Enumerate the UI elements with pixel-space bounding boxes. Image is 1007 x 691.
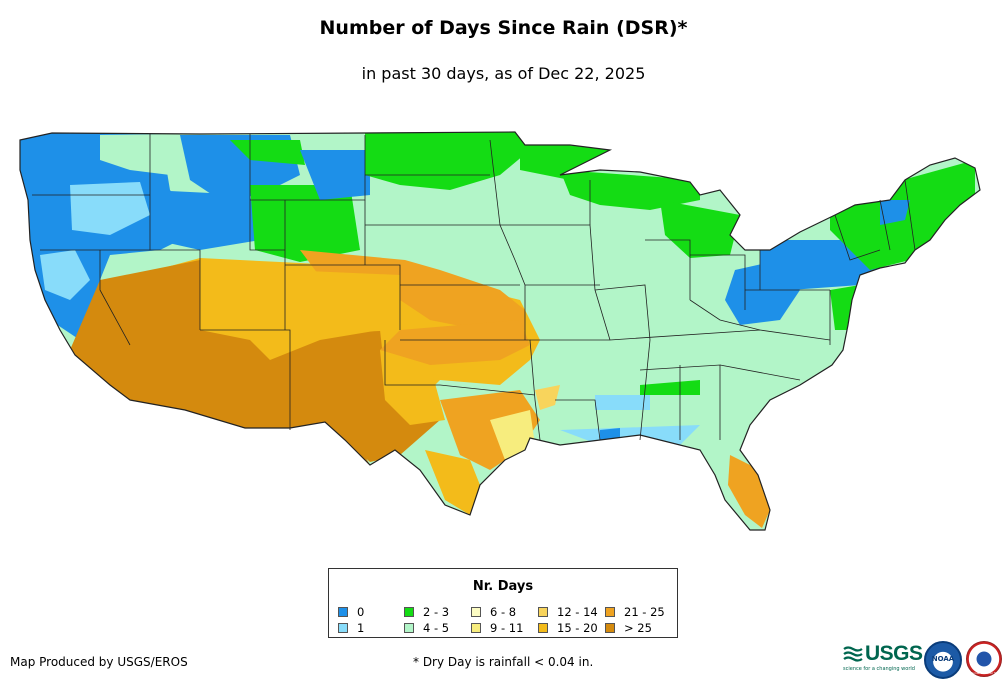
- legend-swatch-6: [538, 607, 548, 617]
- legend-item-15-20: 15 - 20: [538, 621, 598, 635]
- region-dsr-12-14-louisiana: [535, 385, 560, 410]
- legend-item-1: 1: [338, 621, 364, 635]
- region-dsr-2-3-michigan: [660, 200, 740, 258]
- legend-label-4: 6 - 8: [490, 605, 517, 619]
- region-dsr-1-gulf: [560, 425, 700, 445]
- legend-label-2: 2 - 3: [423, 605, 450, 619]
- legend-title: Nr. Days: [472, 579, 534, 594]
- legend-item-2-3: 2 - 3: [404, 605, 449, 619]
- region-dsr-0-ny: [760, 240, 880, 290]
- usgs-logo: USGS science for a changing world: [843, 642, 923, 672]
- legend-item-4-5: 4 - 5: [404, 621, 449, 635]
- region-dsr-2-3-montana: [230, 140, 305, 165]
- region-dsr-2-3-dakota: [365, 132, 530, 190]
- conus-dsr-map: [19, 131, 981, 531]
- region-dsr-0-emontana: [300, 150, 370, 200]
- region-dsr-21-25-oklahoma: [380, 320, 530, 365]
- legend-label-9: > 25: [624, 621, 652, 635]
- legend-label-6: 12 - 14: [557, 605, 598, 619]
- region-dsr-2-3-wyoming: [250, 185, 360, 262]
- map-subtitle: in past 30 days, as of Dec 22, 2025: [361, 64, 646, 83]
- legend-swatch-1: [338, 623, 348, 633]
- region-dsr-1-mississippi: [595, 395, 650, 410]
- region-dsr-gt25-sw: [70, 260, 390, 465]
- map-legend: Nr. Days 0 1 2 - 3 4 - 5 6 - 8 9 - 11 12…: [328, 568, 678, 638]
- legend-swatch-7: [538, 623, 548, 633]
- legend-item-21-25: 21 - 25: [605, 605, 665, 619]
- legend-swatch-9: [605, 623, 615, 633]
- legend-swatch-5: [471, 623, 481, 633]
- usgs-wave-icon: [843, 646, 863, 662]
- region-dsr-2-3-minn: [520, 140, 610, 180]
- legend-item-12-14: 12 - 14: [538, 605, 598, 619]
- region-dsr-0-idaho: [150, 190, 260, 250]
- dry-day-footnote: * Dry Day is rainfall < 0.04 in.: [413, 655, 594, 669]
- nws-logo: National Weather Service: [966, 641, 1002, 677]
- region-dsr-0-vermont: [880, 200, 910, 225]
- region-dsr-9-11-texas: [490, 410, 535, 460]
- legend-item-gt25: > 25: [605, 621, 652, 635]
- region-dsr-1-ncal: [40, 250, 90, 300]
- usgs-wordmark: USGS: [865, 642, 923, 665]
- legend-swatch-8: [605, 607, 615, 617]
- nws-logo-text: National Weather Service: [967, 671, 1001, 675]
- region-dsr-21-25-kansas: [300, 250, 525, 330]
- region-dsr-15-20-stexas: [425, 450, 480, 515]
- map-credit: Map Produced by USGS/EROS: [10, 655, 188, 669]
- region-dsr-2-3-michigan-up: [560, 170, 700, 210]
- legend-label-0: 0: [357, 605, 365, 619]
- legend-swatch-0: [338, 607, 348, 617]
- noaa-logo-text: NOAA: [931, 655, 955, 663]
- legend-item-9-11: 9 - 11: [471, 621, 523, 635]
- legend-label-8: 21 - 25: [624, 605, 665, 619]
- legend-swatch-3: [404, 623, 414, 633]
- legend-label-1: 1: [357, 621, 365, 635]
- legend-label-3: 4 - 5: [423, 621, 450, 635]
- region-dsr-2-3-alabama: [640, 380, 700, 395]
- region-dsr-4-5-virginia: [790, 310, 830, 345]
- state-boundaries: [19, 131, 981, 531]
- usgs-tagline: science for a changing world: [843, 666, 915, 672]
- legend-label-7: 15 - 20: [557, 621, 598, 635]
- region-dsr-15-20-colorado: [285, 270, 400, 335]
- noaa-logo: NOAA: [924, 641, 962, 679]
- legend-item-6-8: 6 - 8: [471, 605, 516, 619]
- region-dsr-2-3-nj: [830, 285, 860, 330]
- legend-swatch-2: [404, 607, 414, 617]
- legend-item-0: 0: [338, 605, 364, 619]
- legend-swatch-4: [471, 607, 481, 617]
- legend-label-5: 9 - 11: [490, 621, 524, 635]
- map-title: Number of Days Since Rain (DSR)*: [319, 17, 688, 39]
- region-dsr-15-20-texas: [380, 350, 445, 425]
